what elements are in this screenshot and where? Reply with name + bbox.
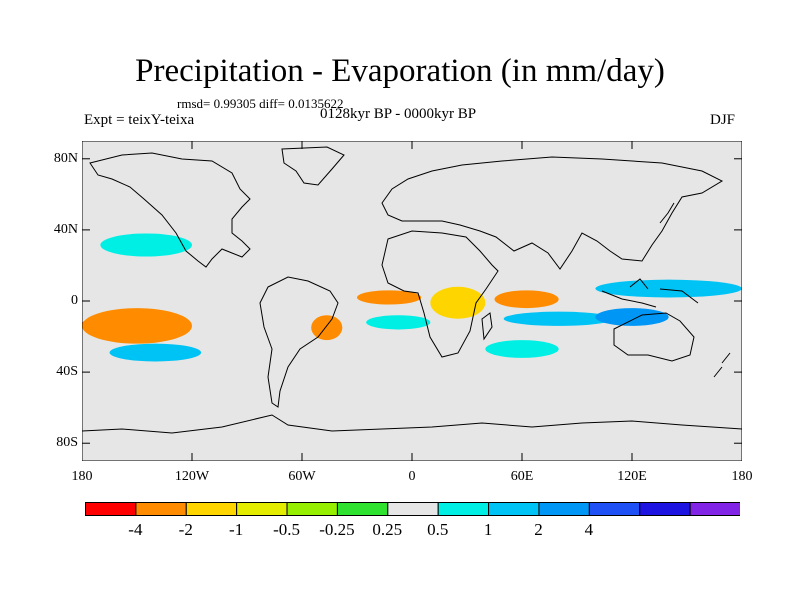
- colorbar-box: [538, 502, 590, 516]
- colorbar-label: 2: [534, 520, 543, 539]
- coastline-new-zealand: [713, 352, 731, 378]
- anomaly-field: [82, 141, 742, 461]
- colorbar-box: [639, 502, 691, 516]
- x-tick-label: 180: [71, 469, 93, 484]
- colorbar-box: [588, 502, 641, 516]
- anomaly-region-atlantic-itcz-dry: [357, 290, 422, 305]
- colorbar-label: 0.5: [427, 520, 449, 539]
- axis-ticks: [82, 141, 742, 461]
- page-title: Precipitation - Evaporation (in mm/day): [135, 53, 665, 89]
- colorbar-box: [437, 502, 490, 516]
- y-tick-label: 80N: [53, 150, 78, 166]
- colorbar-box: [185, 502, 238, 516]
- colorbar-box: [689, 502, 740, 516]
- anomaly-region-central-africa-dry: [430, 286, 486, 319]
- coastline-japan: [659, 202, 675, 224]
- coastline-australia: [613, 312, 695, 362]
- coastlines: [82, 146, 742, 434]
- colorbar-box: [85, 502, 137, 516]
- colorbar-label: 1: [483, 520, 493, 539]
- x-tick-label: 60E: [510, 469, 534, 484]
- anomaly-region-north-pacific-wet: [100, 233, 192, 257]
- period-label: 0128kyr BP - 0000kyr BP: [320, 106, 477, 122]
- x-tick-label: 0: [408, 469, 416, 484]
- y-tick-label: 0: [71, 293, 78, 308]
- anomaly-region-south-pacific-wet-band: [109, 343, 202, 362]
- colorbar-box: [236, 502, 288, 516]
- colorbar-box: [135, 502, 187, 516]
- anomaly-region-maritime-continent-wet: [595, 308, 669, 326]
- coastline-north-america: [89, 152, 251, 268]
- y-tick-label: 40N: [53, 221, 78, 237]
- x-tick-label: 120W: [174, 469, 210, 484]
- coastline-madagascar: [481, 312, 493, 341]
- anomaly-region-brazil-dry: [311, 315, 343, 341]
- anomaly-region-north-atlantic-wet: [265, 212, 339, 248]
- coastline-south-america: [259, 276, 339, 408]
- colorbar-box: [286, 502, 338, 516]
- colorbar-label: 4: [584, 520, 594, 539]
- anomaly-region-southern-ocean-wet: [82, 372, 742, 390]
- y-tick-label: 40S: [56, 364, 78, 380]
- colorbar-label: -0.5: [273, 520, 300, 539]
- coastline-africa: [381, 230, 499, 358]
- stats-label: rmsd= 0.99305 diff= 0.0135622: [177, 96, 344, 111]
- colorbar-box: [488, 502, 540, 516]
- x-tick-label: 120E: [617, 469, 647, 484]
- season-label: DJF: [710, 112, 736, 128]
- anomaly-region-indian-ocean-wet: [503, 311, 614, 326]
- colorbar-box: [336, 502, 389, 516]
- colorbar-box: [387, 502, 439, 516]
- anomaly-region-south-pacific-dry-fringe: [82, 308, 192, 344]
- anomaly-region-south-atlantic-wet: [366, 315, 431, 330]
- x-tick-label: 60W: [288, 469, 316, 484]
- coastline-antarctica: [82, 414, 742, 434]
- experiment-label: Expt = teixY-teixa: [84, 112, 195, 128]
- colorbar-label: -2: [178, 520, 193, 539]
- map-panel: [82, 141, 742, 461]
- coastline-indonesia: [601, 278, 699, 308]
- colorbar-label: -1: [229, 520, 244, 539]
- y-tick-label: 80S: [56, 435, 78, 451]
- anomaly-region-south-indian-wet: [485, 340, 559, 358]
- colorbar-label: 0.25: [372, 520, 403, 539]
- x-tick-label: 180: [731, 469, 753, 484]
- colorbar-label: -4: [128, 520, 143, 539]
- coastline-greenland: [281, 146, 345, 186]
- colorbar-label: -0.25: [319, 520, 355, 539]
- anomaly-region-indian-ocean-dry: [494, 290, 559, 309]
- anomaly-region-west-pacific-wet: [595, 279, 742, 298]
- colorbar: [85, 502, 740, 516]
- coastline-eurasia: [381, 156, 724, 270]
